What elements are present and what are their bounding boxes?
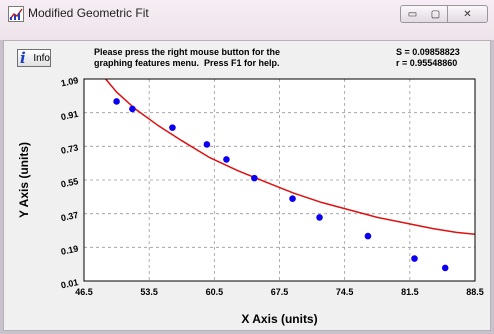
x-tick-label: 88.5	[466, 287, 484, 297]
instruction-line-2: graphing features menu. Press F1 for hel…	[94, 58, 280, 68]
data-point	[364, 232, 372, 240]
y-tick-label: 0.37	[60, 210, 79, 223]
minimize-icon: ▭	[407, 8, 418, 20]
y-tick-label: 0.01	[60, 277, 79, 290]
help-instructions: Please press the right mouse button for …	[94, 47, 280, 69]
data-point	[223, 156, 230, 163]
scatter-chart[interactable]: 46.5 53.5 60.5 67.5 74.5 81.5 88.5 0.01 0.19 0.37…	[4, 41, 490, 330]
y-tick-label: 1.09	[60, 75, 79, 88]
title-bar: Modified Geometric Fit ▭ ▢ ✕	[0, 0, 494, 40]
close-button[interactable]: ✕	[448, 5, 488, 23]
fit-curve	[104, 79, 475, 235]
y-tick-label: 0.55	[60, 176, 79, 189]
x-tick-label: 74.5	[336, 287, 354, 297]
x-tick-label: 67.5	[271, 287, 289, 297]
info-icon: i	[20, 49, 26, 67]
data-point	[169, 124, 176, 131]
stat-r: r = 0.95548860	[396, 58, 458, 68]
x-tick-label: 60.5	[206, 287, 224, 297]
minimize-button[interactable]: ▭	[400, 5, 425, 23]
y-axis-label: Y Axis (units)	[17, 142, 31, 218]
y-tick-label: 0.91	[60, 109, 79, 122]
close-icon: ✕	[463, 8, 472, 20]
maximize-icon: ▢	[430, 8, 441, 20]
window-title: Modified Geometric Fit	[28, 6, 149, 20]
data-point	[289, 195, 296, 203]
app-chart-icon	[8, 6, 24, 22]
plot-frame	[83, 78, 476, 282]
info-button-label: Info	[33, 52, 50, 64]
x-axis-label: X Axis (units)	[241, 312, 317, 326]
instruction-line-1: Please press the right mouse button for …	[94, 47, 281, 57]
data-point	[113, 98, 120, 105]
data-point	[251, 174, 258, 182]
y-tick-label: 0.19	[60, 243, 79, 256]
stat-s: S = 0.09858823	[396, 47, 460, 57]
x-tick-label: 53.5	[140, 287, 158, 297]
maximize-button[interactable]: ▢	[424, 5, 448, 23]
x-tick-label: 81.5	[401, 287, 419, 297]
data-point	[411, 255, 418, 262]
x-tick-label: 46.5	[75, 287, 93, 297]
data-point	[316, 214, 323, 221]
data-point	[203, 141, 211, 148]
info-button[interactable]: i Info	[17, 49, 51, 67]
data-point	[441, 264, 449, 272]
data-point	[129, 105, 136, 113]
graph-window: i Info Please press the right mouse butt…	[3, 40, 491, 331]
y-tick-label: 0.73	[60, 142, 79, 155]
